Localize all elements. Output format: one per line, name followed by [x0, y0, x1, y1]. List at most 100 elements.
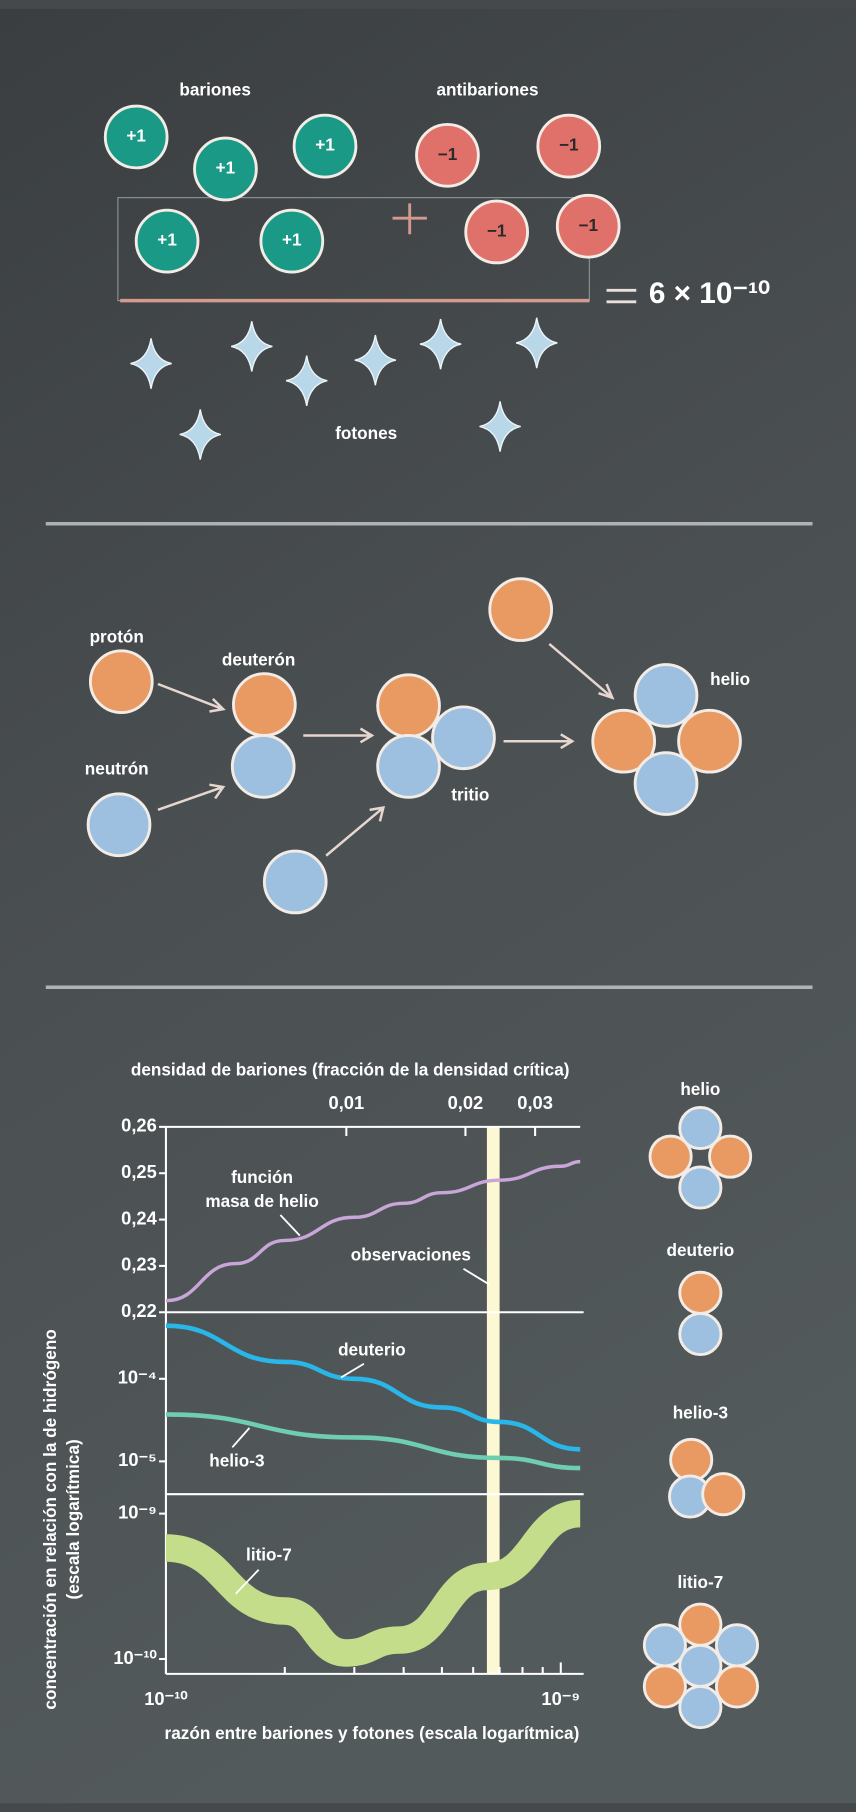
annotation: observaciones	[351, 1245, 471, 1265]
curve	[165, 1499, 582, 1667]
proton-label: protón	[90, 627, 144, 647]
particle	[678, 1311, 723, 1357]
particle	[555, 193, 621, 259]
particle	[464, 199, 529, 265]
particle	[714, 1664, 760, 1709]
charge: +1	[126, 126, 146, 146]
particle	[259, 208, 325, 274]
particle	[193, 136, 258, 202]
y-tick-label: 10⁻⁵	[118, 1449, 157, 1470]
decorations	[45, 197, 813, 989]
particle	[262, 849, 328, 915]
helium-label: helio	[710, 669, 750, 689]
leader-line	[462, 1267, 491, 1286]
particle	[678, 1105, 723, 1151]
arrow	[548, 642, 615, 700]
particle	[230, 734, 296, 799]
tritium-label: tritio	[451, 785, 489, 805]
y-tick-label: 0,25	[121, 1161, 157, 1182]
particle	[591, 708, 657, 774]
particle	[642, 1664, 687, 1709]
leader-line	[235, 1569, 260, 1595]
photon	[285, 355, 328, 407]
deuteron-label: deuterón	[222, 650, 295, 670]
annotation: función	[231, 1167, 293, 1187]
particle	[103, 104, 169, 170]
charge: +1	[315, 135, 335, 155]
curve	[165, 1323, 581, 1452]
particle	[88, 649, 154, 715]
icon-label: litio-7	[677, 1572, 723, 1592]
x-tick-label: 10⁻¹⁰	[144, 1688, 187, 1709]
y-axis-label: (escala logarítmica)	[63, 1439, 83, 1599]
particle	[633, 751, 699, 816]
x-tick-label: 10⁻⁹	[541, 1688, 580, 1709]
particle	[86, 792, 152, 858]
annotation: masa de helio	[205, 1191, 318, 1211]
charge: −1	[559, 135, 579, 155]
arrow	[303, 727, 375, 744]
particle	[714, 1623, 760, 1668]
y-tick-label: 0,26	[121, 1115, 157, 1136]
charge: −1	[487, 220, 507, 240]
plus-sign	[392, 203, 427, 235]
y-tick-label: 10⁻⁴	[118, 1367, 157, 1388]
particle	[701, 1472, 746, 1517]
antibaryons-label: antibariones	[437, 80, 539, 100]
annotation: litio-7	[246, 1545, 292, 1565]
charge: +1	[216, 158, 236, 178]
annotation: deuterio	[338, 1340, 406, 1360]
x2-tick-label: 0,03	[517, 1092, 553, 1113]
photon	[130, 338, 172, 389]
arrow	[325, 806, 386, 857]
charge: +1	[282, 230, 302, 250]
particle	[415, 122, 480, 188]
y-tick-label: 10⁻⁹	[118, 1501, 157, 1522]
particle	[633, 663, 699, 728]
particle	[678, 1685, 723, 1730]
arrow	[157, 682, 226, 713]
particle	[677, 708, 742, 774]
particle	[536, 113, 602, 179]
curve	[165, 1159, 581, 1303]
y-tick-label: 10⁻¹⁰	[113, 1647, 156, 1668]
neutron-label: neutrón	[85, 758, 149, 778]
particle	[376, 673, 441, 739]
particle	[232, 672, 297, 737]
photon	[479, 401, 521, 452]
observation-band	[486, 1126, 500, 1674]
particle	[708, 1134, 753, 1179]
particle	[678, 1165, 723, 1210]
photon	[179, 409, 222, 460]
x2-axis-label: densidad de bariones (fracción de la den…	[131, 1059, 570, 1079]
x2-tick-label: 0,02	[448, 1092, 484, 1113]
photon	[231, 321, 273, 372]
arrow	[157, 783, 226, 812]
icon-label: helio-3	[673, 1403, 728, 1423]
icon-label: helio	[680, 1079, 720, 1099]
ratio: 6 × 10⁻¹⁰	[649, 277, 770, 310]
leader-line	[340, 1362, 365, 1379]
particle	[678, 1270, 723, 1315]
particle	[431, 705, 496, 771]
particle	[488, 577, 554, 642]
equals-sign	[606, 288, 637, 304]
photons-label: fotones	[335, 423, 397, 443]
particle	[376, 734, 441, 799]
photon	[354, 334, 397, 386]
y-tick-label: 0,23	[121, 1254, 157, 1275]
baryons-label: bariones	[179, 80, 251, 100]
charge: +1	[157, 230, 177, 250]
annotation: helio-3	[209, 1451, 264, 1471]
y-tick-label: 0,24	[121, 1207, 157, 1228]
leader-line	[279, 1214, 301, 1237]
charge: −1	[578, 215, 598, 235]
particle	[292, 113, 358, 179]
particle	[648, 1134, 693, 1179]
chart: 10⁻¹⁰ 10⁻⁹ 0,01 0,02 0,03 0,22 0,23 0,24 0,25 0,2…	[113, 1092, 584, 1709]
y-tick-label: 0,22	[121, 1300, 157, 1321]
arrow	[503, 733, 575, 750]
particle	[134, 208, 200, 274]
